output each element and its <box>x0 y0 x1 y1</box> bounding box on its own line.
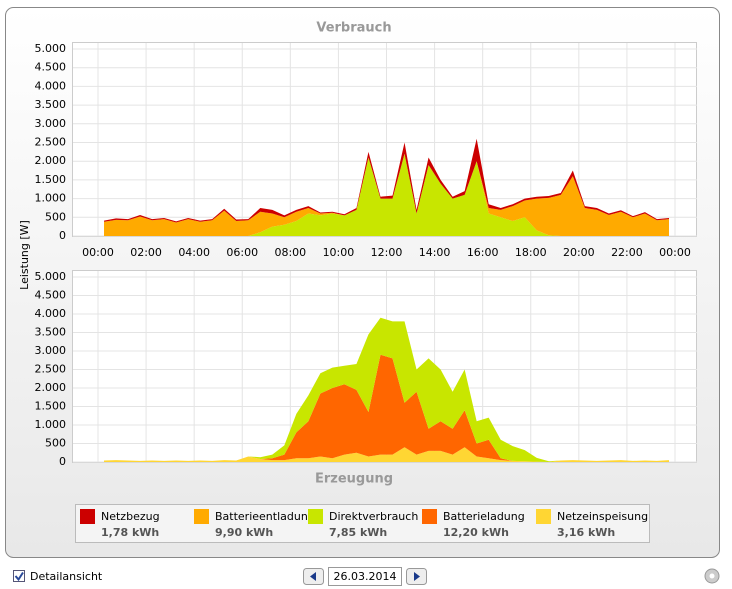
x-tick-label: 16:00 <box>467 246 499 259</box>
x-tick-label: 22:00 <box>611 246 643 259</box>
date-field[interactable] <box>328 567 402 586</box>
area <box>104 153 669 236</box>
y-tick-label: 3.500 <box>35 98 67 111</box>
y-tick-label: 2.500 <box>35 136 67 149</box>
y-tick-label: 0 <box>59 229 66 242</box>
chart-title: Verbrauch <box>316 21 391 36</box>
chart-title: Erzeugung <box>315 472 393 487</box>
y-tick-label: 5.000 <box>35 270 67 283</box>
settings-icon-hole <box>709 573 715 579</box>
legend-swatch <box>80 509 95 524</box>
legend-label: Direktverbrauch <box>329 510 418 523</box>
y-tick-label: 1.500 <box>35 400 67 413</box>
legend-swatch <box>194 509 209 524</box>
area <box>104 317 669 462</box>
y-tick-label: 4.500 <box>35 61 67 74</box>
legend-label: Netzeinspeisung <box>557 510 648 523</box>
legend <box>75 504 650 543</box>
y-tick-label: 1.000 <box>35 418 67 431</box>
legend-label: Batterieentladung <box>215 510 315 523</box>
checkbox-label[interactable]: Detailansicht <box>30 570 103 583</box>
y-tick-label: 3.000 <box>35 344 67 357</box>
x-tick-label: 10:00 <box>323 246 355 259</box>
legend-total: 9,90 kWh <box>215 526 273 539</box>
legend-total: 7,85 kWh <box>329 526 387 539</box>
legend-items: Netzbezug 1,78 kWh Batterieentladung 9,90 k… <box>80 509 648 539</box>
checkbox[interactable] <box>13 570 25 582</box>
legend-swatch <box>422 509 437 524</box>
y-tick-label: 0 <box>59 455 66 468</box>
y-tick-label: 3.500 <box>35 326 67 339</box>
x-tick-label: 02:00 <box>130 246 162 259</box>
y-tick-label: 500 <box>45 437 66 450</box>
y-tick-label: 1.000 <box>35 192 67 205</box>
legend-total: 12,20 kWh <box>443 526 509 539</box>
y-tick-label: 4.500 <box>35 289 67 302</box>
x-tick-label: 08:00 <box>274 246 306 259</box>
y-tick-label: 2.000 <box>35 381 67 394</box>
y-tick-label: 500 <box>45 210 66 223</box>
y-tick-label: 3.000 <box>35 117 67 130</box>
checkmark <box>14 571 24 582</box>
y-tick-label: 5.000 <box>35 42 67 55</box>
x-tick-label: 14:00 <box>419 246 451 259</box>
legend-label: Netzbezug <box>101 510 160 523</box>
legend-swatch <box>536 509 551 524</box>
y-tick-label: 4.000 <box>35 307 67 320</box>
x-tick-label: 00:00 <box>659 246 691 259</box>
x-tick-label: 00:00 <box>82 246 114 259</box>
x-tick-label: 06:00 <box>226 246 258 259</box>
prev-arrow <box>310 572 316 581</box>
x-tick-label: 04:00 <box>178 246 210 259</box>
y-axis-label: Leistung [W] <box>18 220 31 290</box>
x-tick-label: 20:00 <box>563 246 595 259</box>
x-tick-label: 12:00 <box>371 246 403 259</box>
area <box>104 153 669 236</box>
legend-swatch <box>308 509 323 524</box>
legend-total: 1,78 kWh <box>101 526 159 539</box>
date: 26.03.2014 <box>334 570 397 583</box>
y-tick-label: 2.500 <box>35 363 67 376</box>
y-tick-label: 1.500 <box>35 173 67 186</box>
y-tick-label: 4.000 <box>35 79 67 92</box>
area <box>104 354 669 462</box>
next-arrow <box>414 572 420 581</box>
x-tick-label: 18:00 <box>515 246 547 259</box>
y-tick-label: 2.000 <box>35 154 67 167</box>
legend-total: 3,16 kWh <box>557 526 615 539</box>
legend-label: Batterieladung <box>443 510 525 523</box>
